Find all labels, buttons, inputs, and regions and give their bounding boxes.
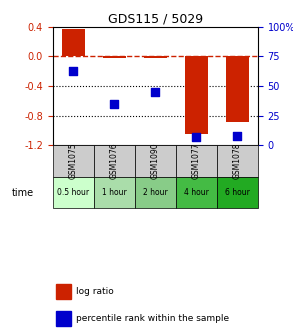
Bar [185, 56, 207, 134]
Text: percentile rank within the sample: percentile rank within the sample [76, 314, 229, 323]
FancyBboxPatch shape [94, 145, 135, 177]
Text: 1 hour: 1 hour [102, 188, 127, 197]
FancyBboxPatch shape [53, 145, 94, 177]
Point [194, 134, 199, 140]
Bar [57, 284, 71, 299]
FancyBboxPatch shape [135, 145, 176, 177]
FancyBboxPatch shape [217, 177, 258, 208]
FancyBboxPatch shape [217, 145, 258, 177]
Bar [103, 56, 125, 58]
FancyBboxPatch shape [94, 177, 135, 208]
Point [71, 68, 76, 73]
Bar [144, 56, 166, 58]
Text: time: time [12, 187, 34, 198]
FancyBboxPatch shape [176, 177, 217, 208]
Bar [62, 29, 84, 56]
Text: 6 hour: 6 hour [225, 188, 250, 197]
Text: 2 hour: 2 hour [143, 188, 168, 197]
Point [112, 101, 117, 107]
Text: 4 hour: 4 hour [184, 188, 209, 197]
Text: GSM1078: GSM1078 [233, 143, 242, 179]
Text: 0.5 hour: 0.5 hour [57, 188, 89, 197]
Point [235, 133, 240, 138]
Point [153, 89, 158, 95]
FancyBboxPatch shape [135, 177, 176, 208]
Text: GSM1090: GSM1090 [151, 143, 160, 179]
Bar [57, 311, 71, 326]
FancyBboxPatch shape [176, 145, 217, 177]
FancyBboxPatch shape [53, 177, 94, 208]
Text: GSM1077: GSM1077 [192, 143, 201, 179]
Text: GSM1076: GSM1076 [110, 143, 119, 179]
Text: GSM1075: GSM1075 [69, 143, 78, 179]
Bar [226, 56, 248, 122]
Text: log ratio: log ratio [76, 287, 114, 296]
Title: GDS115 / 5029: GDS115 / 5029 [108, 13, 203, 26]
